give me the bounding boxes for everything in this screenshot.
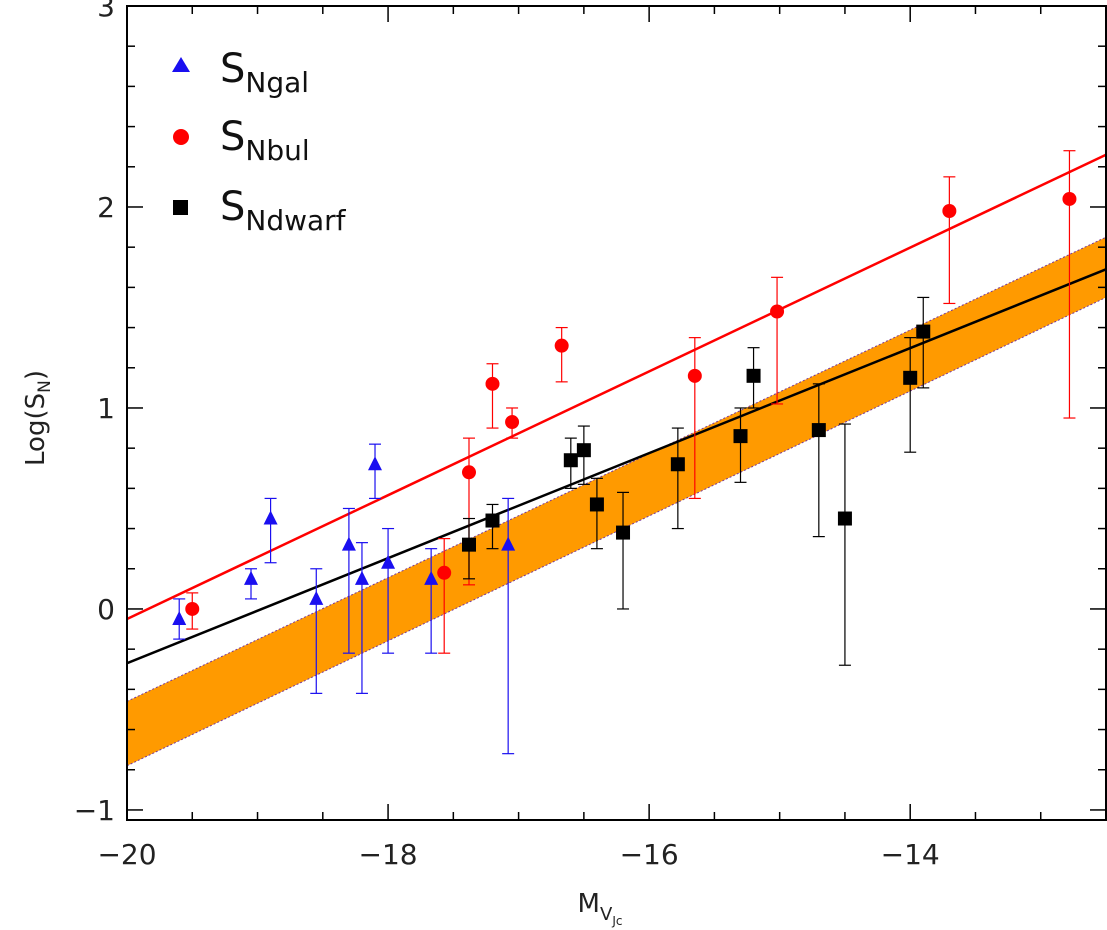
legend-marker-triangle: [172, 57, 190, 72]
legend-label-bul: SNbul: [220, 114, 310, 167]
x-axis-label-sub1: V: [600, 904, 613, 925]
point-dwarf: [616, 525, 631, 540]
point-gal: [354, 570, 369, 585]
point-bul: [942, 204, 957, 219]
y-axis-label-main: Log(S: [21, 393, 51, 466]
x-tick-label: −16: [620, 838, 679, 871]
point-dwarf: [485, 513, 500, 528]
legend-entry-gal: SNgal: [172, 46, 309, 99]
x-axis-label: MVJc: [578, 889, 623, 928]
point-gal: [263, 510, 278, 525]
point-bul: [554, 338, 569, 353]
point-dwarf: [811, 423, 826, 438]
markers-layer: [172, 191, 1077, 626]
point-dwarf: [903, 370, 918, 385]
point-gal: [244, 570, 259, 585]
x-axis-label-sub2: Jc: [611, 914, 622, 928]
legend-marker-square: [173, 200, 188, 215]
fit-line-dwarf: [126, 268, 1107, 665]
point-bul: [485, 376, 500, 391]
shaded-band-layer: [126, 236, 1107, 767]
point-bul: [437, 565, 452, 580]
legend-label-dwarf: SNdwarf: [220, 184, 347, 237]
x-tick-label: −14: [881, 838, 940, 871]
fit-lines-layer: [126, 153, 1107, 665]
point-dwarf: [589, 497, 604, 512]
legend-entry-dwarf: SNdwarf: [173, 184, 347, 237]
band-lower-edge: [126, 296, 1107, 767]
y-tick-label: 2: [97, 191, 115, 224]
point-bul: [687, 368, 702, 383]
point-gal: [424, 570, 439, 585]
point-dwarf: [563, 453, 578, 468]
band-fill: [127, 237, 1106, 766]
legend: SNgal SNbul SNdwarf: [172, 46, 347, 237]
point-gal: [381, 554, 396, 569]
point-gal: [368, 456, 383, 471]
y-tick-label: −1: [74, 794, 115, 827]
y-tick-label: 0: [97, 593, 115, 626]
point-dwarf: [916, 324, 931, 339]
legend-entry-bul: SNbul: [173, 114, 310, 167]
legend-label-gal: SNgal: [220, 46, 309, 99]
x-tick-label: −18: [359, 838, 418, 871]
point-bul: [770, 304, 785, 319]
point-dwarf: [837, 511, 852, 526]
x-tick-label: −20: [97, 838, 156, 871]
y-tick-label: 3: [97, 0, 115, 23]
point-dwarf: [461, 537, 476, 552]
y-axis-label-close: ): [21, 370, 51, 380]
y-axis-label-sub: N: [35, 380, 55, 393]
ticks-layer: [126, 5, 1107, 820]
band-upper-edge: [126, 236, 1107, 702]
point-dwarf: [746, 368, 761, 383]
point-bul: [1062, 191, 1077, 206]
point-dwarf: [733, 429, 748, 444]
point-bul: [505, 415, 520, 430]
x-axis-label-main: M: [578, 889, 600, 919]
y-tick-label: 1: [97, 392, 115, 425]
plot-frame: [126, 5, 1107, 821]
point-bul: [185, 601, 200, 616]
point-gal: [309, 590, 324, 605]
point-dwarf: [670, 457, 685, 472]
point-gal: [341, 536, 356, 551]
point-gal: [172, 611, 187, 626]
fit-line-bul: [126, 153, 1107, 621]
legend-marker-circle: [173, 129, 189, 145]
y-axis-label: Log(SN): [21, 370, 55, 466]
point-bul: [461, 465, 476, 480]
point-dwarf: [576, 443, 591, 458]
point-gal: [501, 536, 516, 551]
tick-labels-layer: −20 −18 −16 −14 −1 0 1 2 3: [74, 0, 940, 871]
